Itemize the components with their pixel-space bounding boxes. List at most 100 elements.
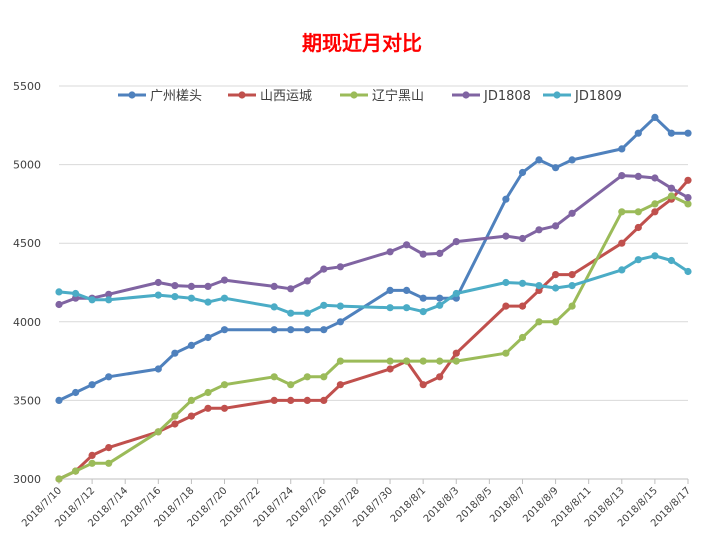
y-axis-ticks: 3000 3500 4000 4500 5000 5500 (13, 80, 41, 486)
data-point (287, 381, 295, 389)
data-point (105, 296, 113, 304)
data-point (303, 309, 311, 317)
data-point (204, 388, 212, 397)
data-point (452, 349, 460, 357)
data-point (187, 294, 195, 302)
data-point (386, 304, 394, 312)
data-point (72, 467, 80, 475)
data-point (386, 357, 394, 365)
data-point (552, 222, 560, 230)
data-point (419, 308, 427, 316)
data-point (171, 412, 179, 420)
legend-item: JD1808 (452, 89, 531, 104)
data-point (684, 129, 692, 137)
data-point (535, 226, 543, 234)
data-point (171, 420, 179, 428)
data-point (287, 309, 295, 317)
data-point (220, 294, 229, 302)
y-tick-label: 3000 (13, 473, 41, 486)
data-point (270, 282, 278, 290)
data-point (684, 267, 692, 276)
data-point (171, 349, 179, 357)
legend-marker (553, 91, 561, 99)
data-point (171, 282, 179, 290)
data-point (568, 209, 576, 217)
y-tick-label: 4000 (13, 316, 41, 329)
data-point (535, 282, 543, 290)
data-point (171, 293, 179, 301)
legend-item: JD1809 (543, 89, 622, 104)
data-point (618, 208, 626, 216)
data-point (502, 232, 510, 240)
data-point (105, 373, 113, 381)
data-point (187, 396, 195, 404)
data-point (403, 357, 411, 365)
legend-marker (462, 91, 470, 99)
series-5 (55, 252, 692, 317)
data-point (386, 286, 394, 294)
data-point (667, 129, 676, 137)
legend: 广州槎头 山西运城 辽宁黑山 JD1808 JD1809 (118, 88, 622, 104)
data-point (634, 208, 642, 216)
data-point (535, 318, 543, 326)
data-point (403, 304, 411, 312)
data-point (320, 373, 328, 381)
data-point (452, 289, 460, 298)
data-point (568, 156, 576, 164)
data-point (270, 396, 278, 404)
legend-marker (350, 91, 358, 99)
data-point (502, 278, 510, 287)
data-point (187, 282, 195, 290)
data-point (436, 249, 444, 257)
data-point (634, 223, 642, 232)
data-point (568, 302, 576, 310)
data-point (55, 475, 63, 483)
data-point (518, 302, 527, 310)
y-tick-label: 3500 (13, 394, 41, 407)
data-point (518, 168, 527, 177)
data-point (452, 357, 460, 365)
data-point (634, 129, 642, 137)
data-point (72, 388, 80, 397)
data-point (105, 290, 113, 298)
data-point (618, 266, 626, 274)
y-tick-label: 4500 (13, 237, 41, 250)
data-point (320, 326, 328, 334)
data-point (436, 301, 444, 309)
legend-marker (238, 91, 246, 99)
data-point (270, 326, 278, 334)
legend-label: 山西运城 (260, 89, 312, 104)
data-point (220, 404, 229, 412)
data-point (684, 200, 692, 208)
data-point (419, 381, 427, 389)
data-point (436, 373, 444, 381)
data-point (518, 333, 527, 342)
data-point (684, 194, 692, 202)
data-point (535, 156, 543, 164)
data-point (204, 282, 212, 290)
y-tick-label: 5500 (13, 80, 41, 93)
legend-label: 广州槎头 (150, 89, 202, 104)
data-point (88, 381, 96, 389)
chart-title: 期现近月对比 (302, 31, 422, 55)
data-point (568, 282, 576, 290)
data-point (618, 172, 626, 180)
data-point (667, 256, 676, 265)
data-point (336, 318, 344, 326)
legend-item: 广州槎头 (118, 89, 202, 104)
data-point (204, 298, 212, 306)
data-point (88, 459, 96, 467)
data-point (220, 276, 229, 284)
data-point (88, 296, 96, 304)
data-point (336, 357, 344, 365)
data-point (552, 284, 560, 292)
data-point (320, 301, 328, 309)
data-point (518, 234, 527, 243)
data-point (684, 176, 692, 184)
data-point (502, 349, 510, 357)
data-point (552, 271, 560, 279)
data-point (452, 238, 460, 246)
legend-label: JD1808 (483, 89, 531, 104)
data-point (303, 396, 311, 404)
